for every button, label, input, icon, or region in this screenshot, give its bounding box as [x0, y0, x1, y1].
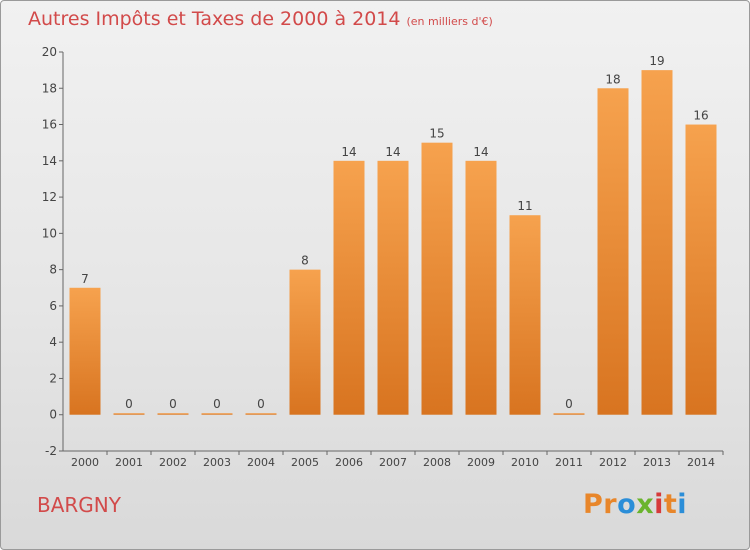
- data-label-2006: 14: [341, 145, 356, 159]
- logo-letter: r: [603, 489, 618, 520]
- bar-2001: [113, 413, 145, 415]
- y-tick-label: 14: [42, 154, 57, 168]
- x-tick-label-2000: 2000: [71, 456, 99, 469]
- data-label-2004: 0: [257, 397, 265, 411]
- x-tick-label-2013: 2013: [643, 456, 671, 469]
- bar-2008: [421, 142, 453, 415]
- axes: -2 0 2 4 6 8 10 12 14 16 18 20 2000 2001 2002 2003 2004 2…: [42, 45, 724, 469]
- y-tick-label: 16: [42, 118, 57, 132]
- x-tick-label-2003: 2003: [203, 456, 231, 469]
- bar-2007: [377, 160, 409, 415]
- bar-2009: [465, 160, 497, 415]
- data-label-2014: 16: [693, 109, 708, 123]
- y-tick-label: 18: [42, 81, 57, 95]
- x-tick-label-2012: 2012: [599, 456, 627, 469]
- x-tick-label-2004: 2004: [247, 456, 275, 469]
- bar-2010: [509, 215, 541, 415]
- bar-2004: [245, 413, 277, 415]
- logo-letter: i: [654, 489, 664, 520]
- bars-group: 7 0 0 0 0 8 14 14 15 14 11 0 18 19 16: [69, 54, 717, 415]
- data-label-2002: 0: [169, 397, 177, 411]
- x-tick-label-2008: 2008: [423, 456, 451, 469]
- y-tick-label: 0: [49, 408, 57, 422]
- data-label-2003: 0: [213, 397, 221, 411]
- data-label-2005: 8: [301, 254, 309, 268]
- x-tick-label-2002: 2002: [159, 456, 187, 469]
- bar-2013: [641, 70, 673, 415]
- x-tick-label-2007: 2007: [379, 456, 407, 469]
- y-tick-label: -2: [45, 444, 57, 458]
- place-name: BARGNY: [37, 493, 121, 517]
- logo-letter: P: [583, 489, 604, 520]
- data-label-2010: 11: [517, 199, 532, 213]
- y-tick-label: 2: [49, 371, 57, 385]
- bar-2014: [685, 124, 717, 415]
- y-tick-label: 12: [42, 190, 57, 204]
- data-label-2001: 0: [125, 397, 133, 411]
- x-tick-label-2009: 2009: [467, 456, 495, 469]
- y-tick-label: 4: [49, 335, 57, 349]
- data-label-2000: 7: [81, 272, 89, 286]
- bar-2011: [553, 413, 585, 415]
- bar-2006: [333, 160, 365, 415]
- chart-title: Autres Impôts et Taxes de 2000 à 2014 (en…: [28, 8, 493, 30]
- y-tick-label: 6: [49, 299, 57, 313]
- chart-title-text: Autres Impôts et Taxes de 2000 à 2014: [28, 8, 401, 30]
- x-tick-label-2011: 2011: [555, 456, 583, 469]
- x-tick-label-2005: 2005: [291, 456, 319, 469]
- chart-unit: (en milliers d'€): [406, 15, 493, 28]
- x-tick-label-2001: 2001: [115, 456, 143, 469]
- logo-letter: i: [677, 489, 688, 520]
- y-tick-label: 8: [49, 263, 57, 277]
- x-tick-label-2010: 2010: [511, 456, 539, 469]
- y-tick-label: 10: [42, 226, 57, 240]
- bar-2003: [201, 413, 233, 415]
- data-label-2007: 14: [385, 145, 400, 159]
- bar-2000: [69, 287, 101, 415]
- data-label-2008: 15: [429, 127, 444, 141]
- logo-letter: t: [663, 489, 678, 520]
- data-label-2012: 18: [605, 72, 620, 86]
- data-label-2009: 14: [473, 145, 488, 159]
- bar-2002: [157, 413, 189, 415]
- y-tick-label: 20: [42, 45, 57, 59]
- bar-2012: [597, 88, 629, 415]
- logo-letter: x: [636, 489, 655, 520]
- logo-letter: o: [617, 489, 637, 520]
- data-label-2013: 19: [649, 54, 664, 68]
- bar-2005: [289, 269, 321, 415]
- x-tick-label-2014: 2014: [687, 456, 715, 469]
- x-tick-label-2006: 2006: [335, 456, 363, 469]
- data-label-2011: 0: [565, 397, 573, 411]
- proxiti-logo: Proxiti: [583, 489, 687, 520]
